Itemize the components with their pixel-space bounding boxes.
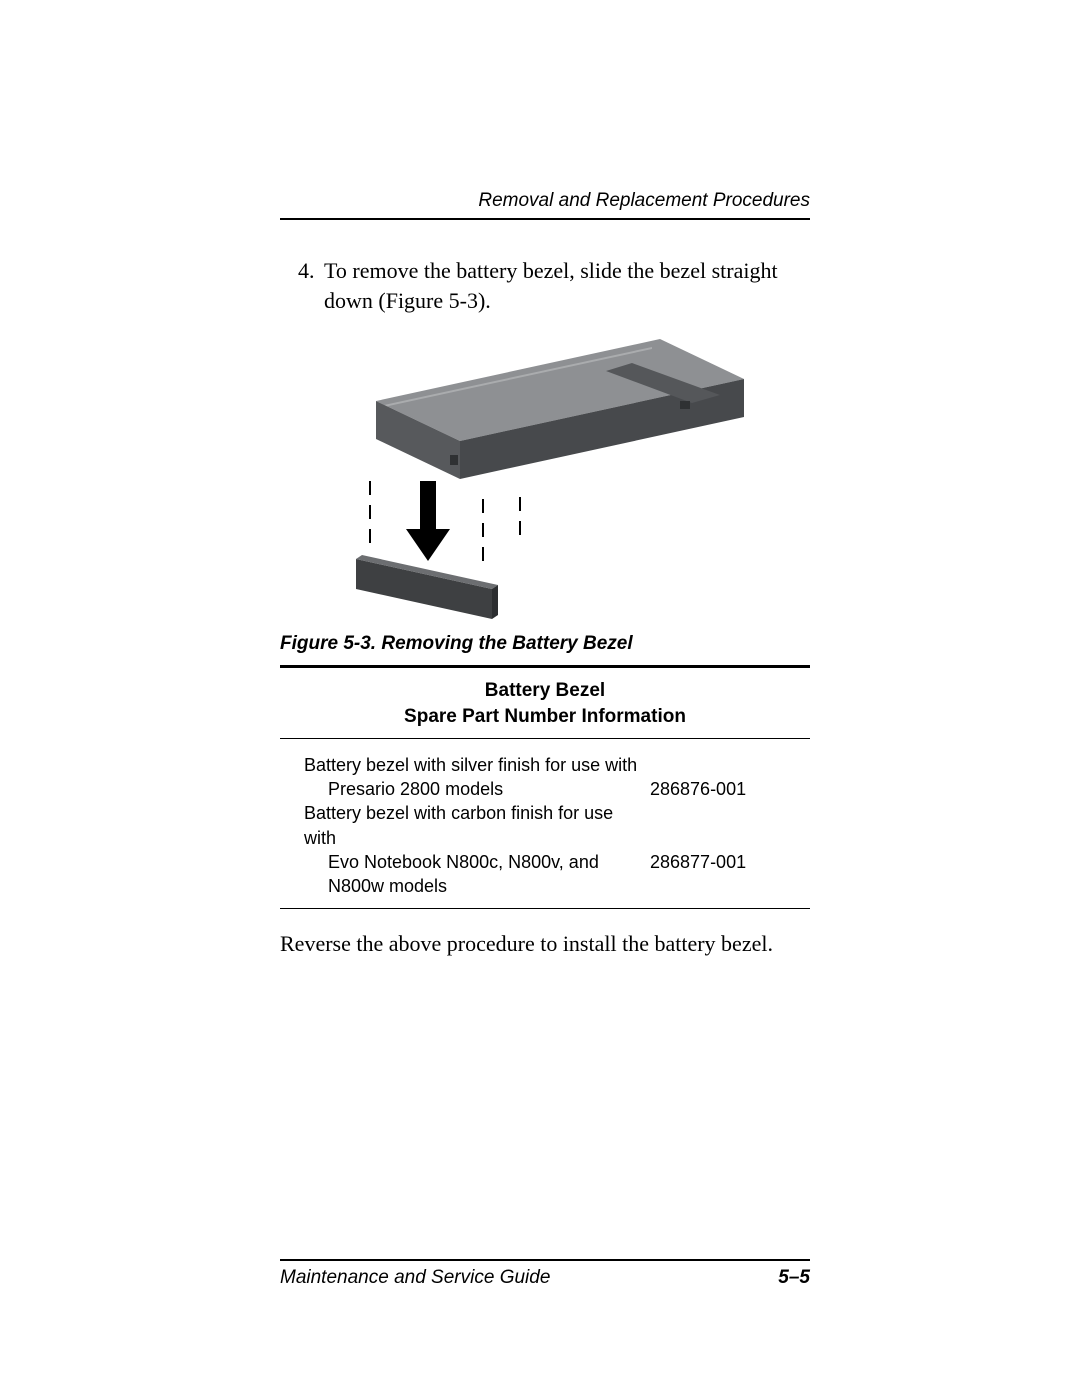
battery-notch <box>450 455 458 465</box>
table-title-line1: Battery Bezel <box>280 678 810 704</box>
table-title-line2: Spare Part Number Information <box>280 704 810 730</box>
chapter-title: Removal and Replacement Procedures <box>280 190 810 212</box>
table-part-number: 286877-001 <box>650 850 810 899</box>
table-part-number <box>650 801 810 850</box>
figure-caption: Figure 5-3. Removing the Battery Bezel <box>280 633 810 655</box>
guide-ticks <box>370 481 520 561</box>
closing-text: Reverse the above procedure to install t… <box>280 931 810 957</box>
table-title: Battery Bezel Spare Part Number Informat… <box>280 668 810 737</box>
footer-page-number: 5–5 <box>778 1267 810 1289</box>
down-arrow-icon <box>406 481 450 561</box>
bezel-piece <box>356 555 498 619</box>
table-desc: Battery bezel with carbon finish for use… <box>280 801 650 850</box>
footer-rule <box>280 1259 810 1261</box>
step-4: 4. To remove the battery bezel, slide th… <box>298 256 810 315</box>
table-row: Presario 2800 models286876-001 <box>280 777 810 801</box>
table-part-number <box>650 753 810 777</box>
header-rule <box>280 218 810 220</box>
table-desc: Battery bezel with silver finish for use… <box>280 753 650 777</box>
page-footer: Maintenance and Service Guide 5–5 <box>280 1259 810 1289</box>
footer-guide-title: Maintenance and Service Guide <box>280 1267 550 1289</box>
table-bottom-rule <box>280 908 810 909</box>
document-page: Removal and Replacement Procedures 4. To… <box>0 0 1080 1397</box>
step-text: To remove the battery bezel, slide the b… <box>324 256 810 315</box>
battery-notch <box>680 401 690 409</box>
table-row: Battery bezel with silver finish for use… <box>280 753 810 777</box>
battery-bezel-illustration <box>320 331 760 621</box>
table-row: Battery bezel with carbon finish for use… <box>280 801 810 850</box>
table-desc: Presario 2800 models <box>280 777 650 801</box>
step-number: 4. <box>298 256 324 315</box>
figure-5-3: Figure 5-3. Removing the Battery Bezel <box>280 331 810 655</box>
parts-table: Battery bezel with silver finish for use… <box>280 739 810 909</box>
table-part-number: 286876-001 <box>650 777 810 801</box>
table-row: Evo Notebook N800c, N800v, and N800w mod… <box>280 850 810 899</box>
table-desc: Evo Notebook N800c, N800v, and N800w mod… <box>280 850 650 899</box>
